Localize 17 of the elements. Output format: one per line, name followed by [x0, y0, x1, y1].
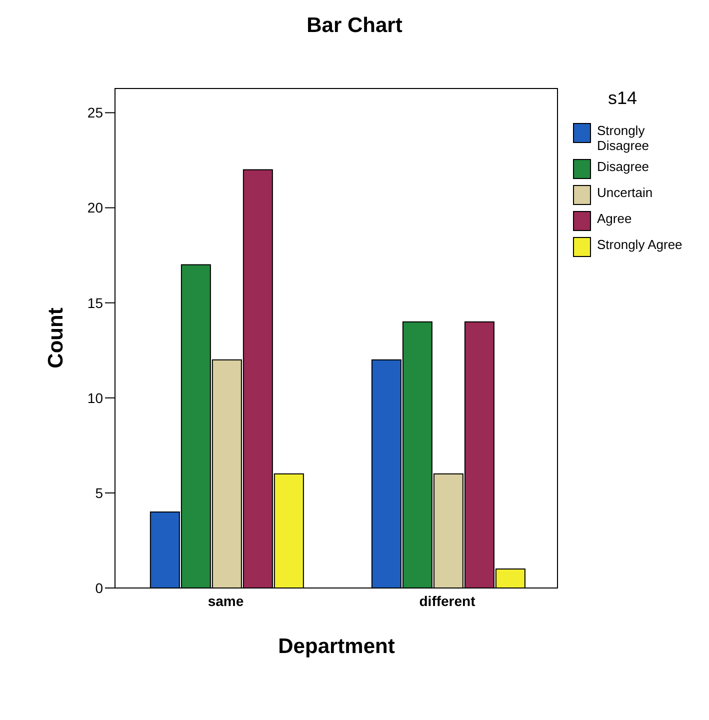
legend-label: Strongly Disagree: [597, 123, 650, 153]
y-tick-label: 0: [95, 580, 104, 596]
legend-label: Agree: [597, 211, 632, 226]
x-tick-label: same: [208, 592, 244, 609]
legend-label: Strongly Agree: [597, 237, 682, 252]
y-tick-label: 25: [87, 104, 104, 121]
x-axis-title: Department: [278, 635, 395, 658]
legend-title: s14: [608, 88, 638, 109]
y-tick-label: 15: [87, 294, 104, 311]
y-tick-label: 5: [95, 484, 104, 501]
y-axis-title: Count: [44, 308, 68, 368]
legend-label: Disagree: [597, 159, 650, 174]
y-tick-label: 20: [87, 200, 104, 216]
legend-label: Uncertain: [597, 185, 653, 200]
y-tick-label: 10: [87, 390, 104, 406]
x-tick-label: different: [419, 592, 476, 609]
chart-title: Bar Chart: [306, 14, 404, 38]
